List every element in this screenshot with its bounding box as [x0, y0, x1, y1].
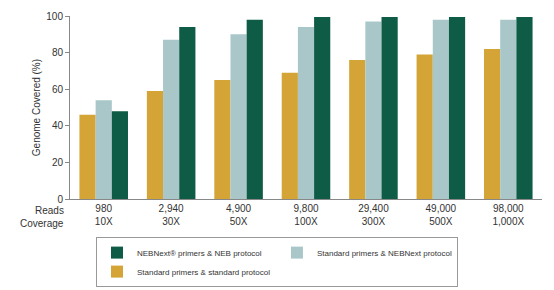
svg-text:0: 0 — [57, 194, 63, 205]
svg-text:98010X: 98010X — [95, 203, 113, 227]
svg-text:Standard primers & standard pr: Standard primers & standard protocol — [137, 268, 270, 277]
svg-text:29,400300X: 29,400300X — [358, 203, 389, 227]
svg-text:Standard primers & NEBNext pro: Standard primers & NEBNext protocol — [317, 249, 452, 258]
svg-text:Reads: Reads — [35, 205, 64, 216]
svg-text:49,000500X: 49,000500X — [426, 203, 457, 227]
svg-text:20: 20 — [52, 157, 64, 168]
svg-text:Coverage: Coverage — [20, 218, 64, 229]
svg-text:2,94030X: 2,94030X — [159, 203, 184, 227]
svg-text:40: 40 — [52, 120, 64, 131]
svg-text:80: 80 — [52, 47, 64, 58]
svg-text:9,800100X: 9,800100X — [293, 203, 318, 227]
svg-text:60: 60 — [52, 84, 64, 95]
svg-text:4,90050X: 4,90050X — [226, 203, 251, 227]
svg-text:Genome Covered (%): Genome Covered (%) — [31, 59, 42, 156]
svg-text:98,0001,000X: 98,0001,000X — [492, 203, 524, 227]
svg-text:NEBNext® primers & NEB protoco: NEBNext® primers & NEB protocol — [137, 249, 262, 258]
svg-text:100: 100 — [46, 11, 63, 22]
